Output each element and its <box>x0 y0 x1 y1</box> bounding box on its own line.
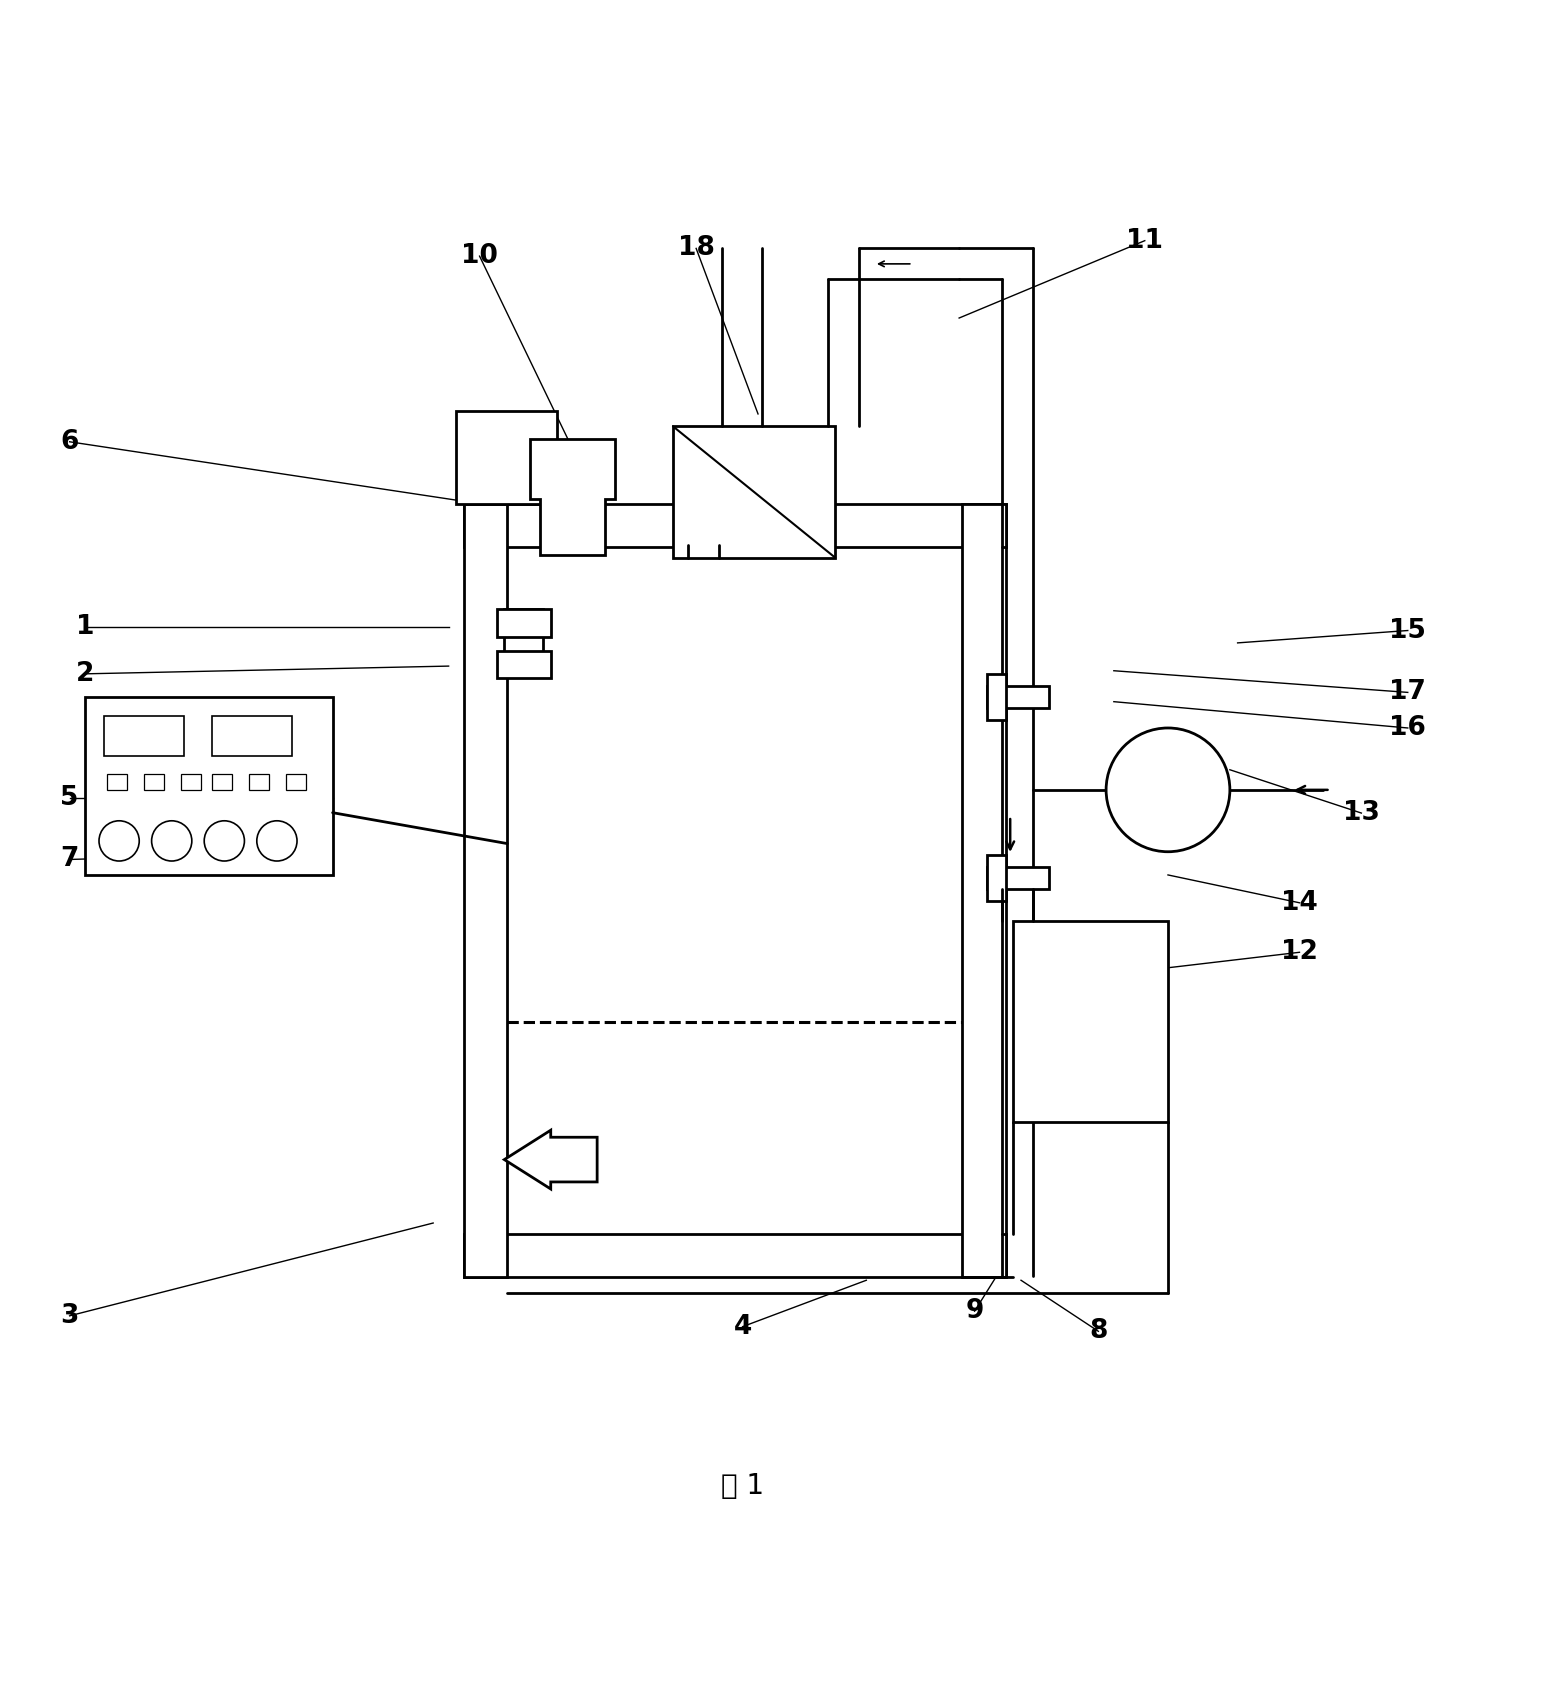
Text: 18: 18 <box>678 235 715 262</box>
Bar <box>212 716 292 756</box>
Text: 8: 8 <box>1089 1318 1108 1344</box>
Text: 13: 13 <box>1343 800 1380 825</box>
Polygon shape <box>962 503 1006 1278</box>
Text: 14: 14 <box>1281 890 1318 917</box>
Bar <box>104 716 184 756</box>
Bar <box>987 868 1049 890</box>
Polygon shape <box>529 439 614 555</box>
Polygon shape <box>464 503 507 1278</box>
Text: 2: 2 <box>76 660 94 687</box>
Text: 16: 16 <box>1389 716 1426 741</box>
Bar <box>504 609 543 670</box>
Bar <box>249 773 269 790</box>
Circle shape <box>99 820 139 861</box>
Bar <box>497 650 551 679</box>
Circle shape <box>257 820 297 861</box>
Bar <box>987 687 1049 707</box>
Text: 12: 12 <box>1281 939 1318 966</box>
Bar <box>85 697 333 874</box>
Bar <box>212 773 232 790</box>
Text: 1: 1 <box>76 614 94 640</box>
Text: 10: 10 <box>461 243 498 268</box>
Text: 7: 7 <box>60 846 79 873</box>
Bar <box>107 773 127 790</box>
Bar <box>987 854 1006 901</box>
Text: 6: 6 <box>60 429 79 454</box>
Bar <box>987 674 1006 721</box>
Text: 3: 3 <box>60 1303 79 1328</box>
Bar <box>456 410 557 503</box>
Bar <box>286 773 306 790</box>
Bar <box>1013 922 1168 1123</box>
Text: 17: 17 <box>1389 679 1426 706</box>
Text: 图 1: 图 1 <box>721 1472 764 1501</box>
Polygon shape <box>464 1234 1006 1278</box>
Text: 4: 4 <box>733 1313 752 1340</box>
Bar <box>497 609 551 636</box>
Text: 9: 9 <box>965 1298 984 1323</box>
Circle shape <box>204 820 244 861</box>
Circle shape <box>152 820 192 861</box>
Bar <box>181 773 201 790</box>
Circle shape <box>1106 728 1230 852</box>
Bar <box>144 773 164 790</box>
Text: 11: 11 <box>1126 228 1163 253</box>
Text: 5: 5 <box>60 785 79 810</box>
Polygon shape <box>464 503 1006 547</box>
Text: 15: 15 <box>1389 618 1426 643</box>
Polygon shape <box>504 1131 597 1188</box>
Bar <box>673 427 835 557</box>
